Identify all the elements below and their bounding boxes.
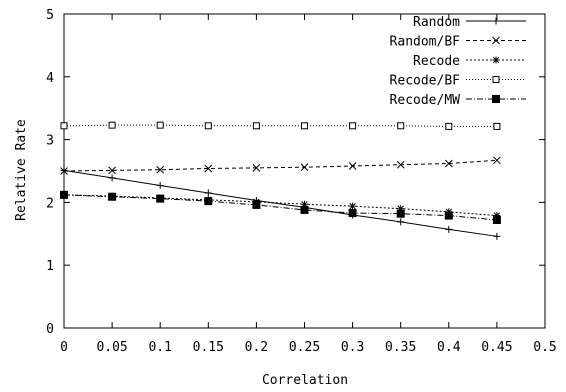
data-point	[156, 165, 165, 174]
data-point	[349, 202, 357, 210]
y-tick-label: 1	[46, 259, 54, 274]
legend-marker	[492, 36, 500, 45]
data-point	[156, 181, 164, 189]
data-point	[156, 121, 164, 129]
x-tick-label: 0.2	[245, 340, 268, 355]
data-point	[156, 194, 165, 203]
data-point	[397, 122, 405, 130]
data-point	[493, 122, 501, 130]
data-point	[444, 211, 453, 220]
data-point	[204, 197, 213, 206]
series-line	[63, 194, 497, 217]
x-tick-label: 0.15	[193, 340, 224, 355]
x-tick-label: 0.35	[385, 340, 416, 355]
data-point	[252, 164, 261, 172]
data-point	[493, 156, 501, 165]
data-point	[349, 122, 357, 130]
series-recode-mw	[60, 190, 501, 224]
data-point	[204, 122, 212, 130]
series-recode-bf	[60, 121, 501, 130]
data-point	[348, 162, 357, 170]
data-point	[396, 209, 405, 218]
axis-ticks: 0 0.05 0.1 0.15 0.2 0.25 0.3 0.35 0.4 0.45 0.5 0 1 2 3…	[46, 8, 557, 355]
data-point	[445, 122, 453, 130]
x-tick-label: 0	[60, 340, 68, 355]
x-tick-label: 0.5	[533, 340, 556, 355]
plot-frame	[63, 13, 546, 329]
data-point	[108, 121, 116, 129]
data-point	[108, 166, 116, 175]
data-point	[397, 218, 405, 226]
x-tick-label: 0.05	[96, 340, 127, 355]
x-tick-label: 0.1	[148, 340, 171, 355]
data-point	[252, 200, 261, 209]
data-point	[60, 167, 68, 175]
data-point	[300, 205, 309, 214]
x-axis-label: Correlation	[262, 373, 348, 388]
data-point	[445, 225, 453, 233]
x-tick-label: 0.3	[341, 340, 364, 355]
series-line	[63, 124, 497, 127]
y-tick-label: 2	[46, 196, 54, 211]
data-point	[396, 160, 405, 169]
plot-border	[63, 13, 546, 329]
series-line	[63, 159, 497, 172]
data-point	[204, 189, 212, 197]
data-point	[348, 209, 357, 218]
legend-label: Recode/BF	[390, 74, 461, 89]
legend-label: Random	[413, 15, 460, 30]
y-tick-label: 0	[46, 322, 54, 337]
data-point	[301, 122, 308, 130]
y-tick-label: 4	[46, 71, 54, 86]
legend-marker	[492, 95, 500, 103]
series-lines	[60, 121, 501, 240]
legend: Random Random/BF Recode Recode/BF Recode/MW	[390, 15, 526, 108]
data-point	[300, 163, 309, 172]
legend-label: Random/BF	[390, 35, 461, 50]
data-point	[108, 192, 117, 201]
legend-label: Recode/MW	[390, 93, 461, 108]
data-point	[108, 174, 116, 182]
y-axis-label: Relative Rate	[14, 119, 29, 221]
x-tick-label: 0.4	[437, 340, 461, 355]
data-point	[60, 122, 68, 130]
series-line	[63, 194, 497, 221]
data-point	[444, 159, 453, 168]
data-point	[204, 164, 213, 173]
data-point	[493, 232, 501, 240]
y-tick-label: 5	[46, 8, 54, 23]
x-tick-label: 0.25	[289, 340, 320, 355]
series-random-bf	[60, 156, 501, 175]
y-tick-label: 3	[46, 134, 54, 149]
data-point	[60, 190, 68, 199]
x-tick-label: 0.45	[481, 340, 512, 355]
data-point	[492, 215, 501, 224]
legend-marker	[492, 56, 500, 64]
legend-label: Recode	[413, 54, 460, 69]
series-line	[63, 169, 497, 237]
legend-marker	[492, 17, 500, 25]
data-point	[252, 122, 260, 130]
legend-marker	[492, 76, 500, 83]
